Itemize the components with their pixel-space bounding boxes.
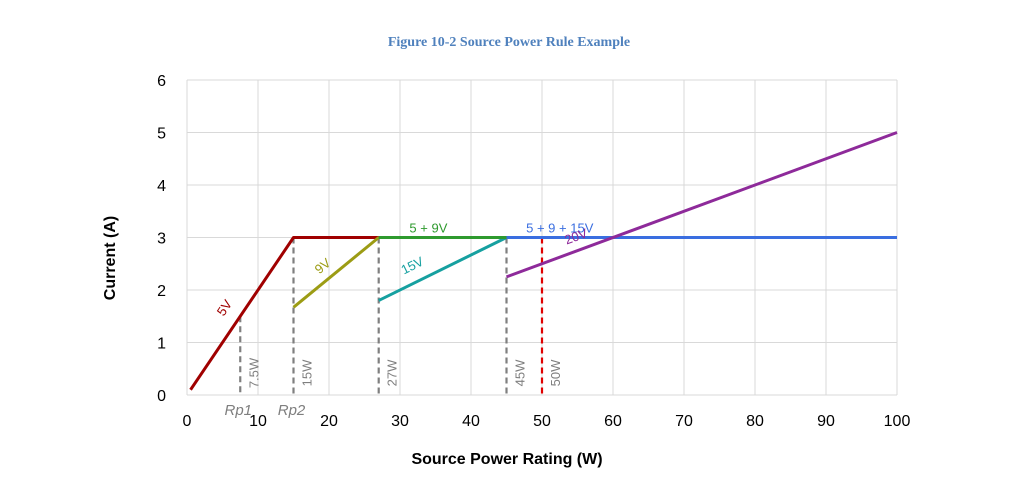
x-tick-label: 30 <box>391 413 409 430</box>
y-tick-label: 5 <box>157 126 166 143</box>
rp-annotation: Rp2 <box>278 402 306 419</box>
x-tick-label: 20 <box>320 413 338 430</box>
rp-annotation: Rp1 <box>224 402 252 419</box>
y-tick-label: 0 <box>157 388 166 405</box>
series-label: 9V <box>312 255 334 277</box>
y-tick-label: 6 <box>157 73 166 90</box>
series-line <box>189 236 379 391</box>
series-line <box>378 236 508 302</box>
marker-label: 45W <box>513 359 528 386</box>
x-tick-label: 80 <box>746 413 764 430</box>
y-tick-label: 2 <box>157 283 166 300</box>
x-tick-label: 60 <box>604 413 622 430</box>
x-tick-label: 100 <box>884 413 911 430</box>
x-tick-label: 10 <box>249 413 267 430</box>
chart-title: Figure 10-2 Source Power Rule Example <box>388 35 630 50</box>
chart-marks: 7.5W 15W 27W 45W 50W 5V 9V 15V 5 + 9V 5 + 9 + 15V… <box>189 131 898 419</box>
y-tick-label: 4 <box>157 178 166 195</box>
y-axis-label: Current (A) <box>102 216 119 300</box>
x-tick-label: 70 <box>675 413 693 430</box>
marker-label: 50W <box>548 359 563 386</box>
x-tick-label: 40 <box>462 413 480 430</box>
series-label: 5 + 9 + 15V <box>526 221 594 236</box>
series-label: 5 + 9V <box>409 221 447 236</box>
series-line <box>505 131 898 279</box>
y-tick-label: 1 <box>157 336 166 353</box>
series-label: 15V <box>399 253 427 277</box>
marker-label: 7.5W <box>246 357 261 388</box>
x-tick-label: 50 <box>533 413 551 430</box>
marker-label: 15W <box>300 359 315 386</box>
series-line <box>292 236 380 309</box>
x-axis-label: Source Power Rating (W) <box>411 451 602 468</box>
marker-label: 27W <box>385 359 400 386</box>
y-tick-label: 3 <box>157 231 166 248</box>
x-tick-label: 0 <box>183 413 192 430</box>
tick-labels: 0 10 20 30 40 50 60 70 80 90 100 0 1 2 3 4 5 6 <box>157 73 910 430</box>
x-tick-label: 90 <box>817 413 835 430</box>
series-label: 5V <box>214 297 236 319</box>
